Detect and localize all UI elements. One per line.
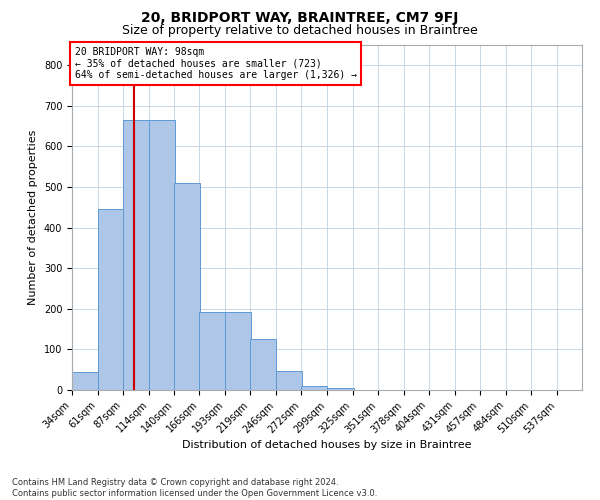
Bar — [149, 120, 175, 390]
Bar — [328, 388, 353, 390]
Y-axis label: Number of detached properties: Number of detached properties — [28, 130, 38, 305]
Bar — [301, 386, 328, 390]
Bar — [72, 372, 98, 390]
Bar — [225, 312, 251, 390]
Text: 20, BRIDPORT WAY, BRAINTREE, CM7 9FJ: 20, BRIDPORT WAY, BRAINTREE, CM7 9FJ — [142, 11, 458, 25]
Bar — [123, 120, 149, 390]
Bar — [98, 210, 124, 390]
Bar — [199, 312, 225, 390]
Text: 20 BRIDPORT WAY: 98sqm
← 35% of detached houses are smaller (723)
64% of semi-de: 20 BRIDPORT WAY: 98sqm ← 35% of detached… — [74, 46, 356, 80]
Bar — [277, 371, 302, 390]
Bar — [250, 340, 277, 390]
Text: Contains HM Land Registry data © Crown copyright and database right 2024.
Contai: Contains HM Land Registry data © Crown c… — [12, 478, 377, 498]
Bar — [174, 183, 200, 390]
X-axis label: Distribution of detached houses by size in Braintree: Distribution of detached houses by size … — [182, 440, 472, 450]
Text: Size of property relative to detached houses in Braintree: Size of property relative to detached ho… — [122, 24, 478, 37]
